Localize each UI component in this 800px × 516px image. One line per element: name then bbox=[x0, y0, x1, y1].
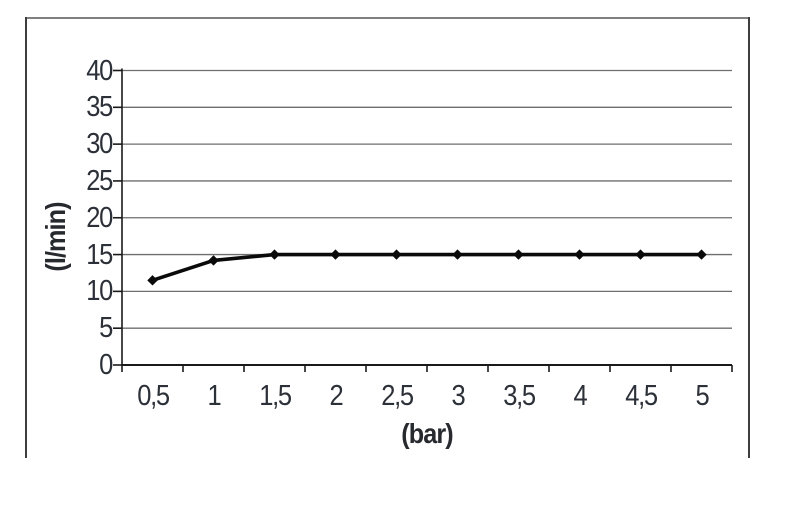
frame-right-border bbox=[748, 17, 750, 458]
y-tick-label: 10 bbox=[86, 275, 113, 308]
y-axis-title: (l/min) bbox=[40, 202, 71, 272]
y-tick-label: 30 bbox=[86, 128, 113, 161]
data-point-marker bbox=[391, 249, 402, 260]
data-point-marker bbox=[513, 249, 524, 260]
y-tick-label: 5 bbox=[99, 312, 113, 345]
x-tick-label: 2,5 bbox=[380, 380, 414, 412]
y-tick-label: 0 bbox=[99, 349, 113, 381]
data-point-marker bbox=[330, 249, 341, 260]
y-tick-label: 15 bbox=[86, 238, 113, 271]
x-tick-label: 3 bbox=[451, 380, 465, 412]
data-point-marker bbox=[269, 249, 280, 260]
data-point-marker bbox=[147, 275, 158, 286]
x-tick-label: 4,5 bbox=[624, 380, 658, 412]
x-tick-label: 5 bbox=[695, 380, 709, 412]
x-tick-label: 0,5 bbox=[136, 380, 170, 412]
y-tick-label: 25 bbox=[86, 164, 113, 197]
frame-left-border bbox=[25, 17, 27, 458]
x-tick-label: 4 bbox=[573, 380, 587, 412]
y-tick-label: 40 bbox=[86, 54, 113, 87]
data-point-marker bbox=[452, 249, 463, 260]
x-tick-label: 3,5 bbox=[502, 380, 536, 412]
data-point-marker bbox=[208, 255, 219, 266]
y-tick-label: 20 bbox=[86, 201, 113, 234]
data-point-marker bbox=[696, 249, 707, 260]
y-tick-label: 35 bbox=[86, 91, 113, 124]
data-point-marker bbox=[574, 249, 585, 260]
data-point-marker bbox=[635, 249, 646, 260]
x-axis-title: (bar) bbox=[401, 418, 453, 449]
x-tick-label: 1,5 bbox=[258, 380, 292, 412]
frame-top-border bbox=[25, 17, 750, 19]
x-tick-label: 1 bbox=[207, 380, 221, 412]
x-tick-label: 2 bbox=[329, 380, 343, 412]
